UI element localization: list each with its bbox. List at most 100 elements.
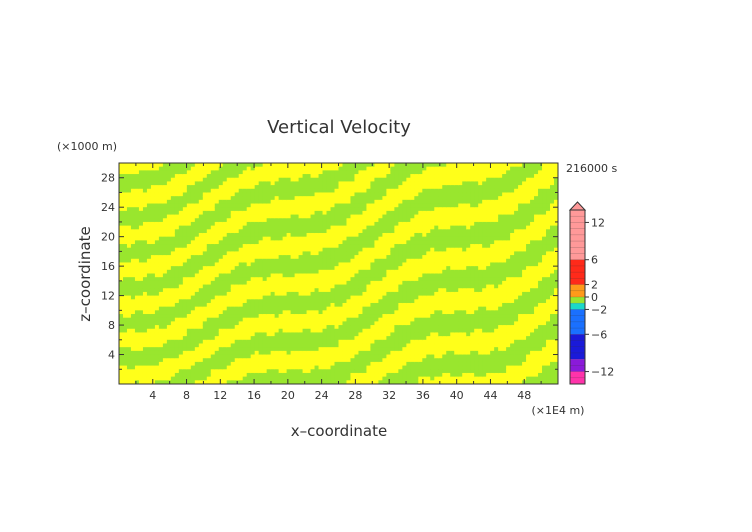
field-cell: [282, 350, 288, 356]
field-cell: [130, 221, 136, 227]
field-cell: [222, 350, 228, 356]
field-cell: [174, 365, 180, 370]
field-cell: [270, 269, 276, 275]
field-cell: [302, 299, 308, 304]
field-cell: [282, 166, 288, 171]
field-cell: [119, 280, 124, 286]
field-cell: [418, 247, 423, 252]
field-cell: [194, 350, 200, 356]
field-cell: [326, 218, 332, 223]
field-cell: [326, 207, 332, 212]
field-cell: [270, 376, 276, 381]
field-cell: [422, 177, 427, 183]
field-cell: [266, 277, 272, 282]
field-cell: [206, 343, 212, 348]
field-cell: [306, 247, 312, 252]
field-cell: [438, 317, 443, 322]
field-cell: [238, 277, 244, 282]
field-cell: [254, 218, 260, 223]
field-cell: [366, 273, 372, 278]
field-cell: [294, 181, 300, 186]
field-cell: [422, 306, 427, 311]
field-cell: [274, 347, 280, 352]
field-cell: [258, 221, 264, 227]
field-cell: [318, 299, 324, 304]
field-cell: [146, 336, 152, 341]
field-cell: [194, 336, 200, 341]
field-cell: [138, 288, 144, 293]
field-cell: [438, 262, 443, 267]
field-cell: [446, 174, 451, 179]
field-cell: [374, 325, 380, 330]
field-cell: [254, 310, 260, 315]
field-cell: [418, 358, 423, 363]
field-cell: [162, 365, 168, 370]
field-cell: [222, 218, 228, 223]
field-cell: [146, 302, 152, 308]
field-cell: [322, 280, 328, 286]
field-cell: [438, 343, 443, 348]
field-cell: [182, 310, 188, 315]
field-cell: [410, 369, 415, 374]
field-cell: [198, 302, 204, 308]
field-cell: [426, 284, 431, 289]
field-cell: [314, 218, 320, 223]
field-cell: [414, 196, 419, 201]
field-cell: [330, 365, 336, 370]
field-cell: [442, 380, 447, 384]
field-cell: [434, 181, 439, 186]
field-cell: [254, 277, 260, 282]
field-cell: [142, 251, 148, 256]
field-cell: [302, 288, 308, 293]
field-cell: [362, 361, 368, 367]
field-cell: [410, 199, 415, 205]
field-cell: [426, 203, 431, 208]
field-cell: [398, 258, 403, 264]
field-cell: [126, 295, 132, 300]
field-cell: [450, 174, 455, 179]
field-cell: [326, 358, 332, 363]
field-cell: [446, 372, 451, 378]
field-cell: [322, 166, 328, 171]
field-cell: [162, 321, 168, 326]
field-cell: [154, 203, 160, 208]
field-cell: [270, 229, 276, 234]
field-cell: [190, 321, 196, 326]
field-cell: [382, 214, 387, 219]
field-cell: [370, 288, 376, 293]
field-cell: [302, 354, 308, 359]
field-cell: [274, 314, 280, 319]
field-cell: [186, 240, 192, 245]
field-cell: [194, 361, 200, 367]
field-cell: [230, 325, 236, 330]
field-cell: [138, 302, 144, 308]
field-cell: [262, 247, 268, 252]
field-cell: [286, 273, 292, 278]
field-cell: [174, 317, 180, 322]
field-cell: [130, 225, 136, 230]
field-cell: [198, 207, 204, 212]
field-cell: [426, 332, 431, 337]
field-cell: [410, 244, 415, 249]
field-cell: [410, 177, 415, 183]
field-cell: [290, 339, 296, 345]
field-cell: [206, 196, 212, 201]
field-cell: [302, 192, 308, 197]
field-cell: [170, 240, 176, 245]
field-cell: [346, 295, 352, 300]
field-cell: [186, 247, 192, 252]
field-cell: [366, 174, 372, 179]
field-cell: [306, 284, 312, 289]
field-cell: [366, 262, 372, 267]
field-cell: [442, 251, 447, 256]
field-cell: [326, 336, 332, 341]
field-cell: [202, 365, 208, 370]
field-cell: [302, 284, 308, 289]
field-cell: [438, 218, 443, 223]
field-cell: [119, 166, 124, 171]
field-cell: [218, 302, 224, 308]
field-cell: [122, 325, 128, 330]
field-cell: [119, 291, 124, 297]
field-cell: [338, 317, 344, 322]
field-cell: [234, 343, 240, 348]
